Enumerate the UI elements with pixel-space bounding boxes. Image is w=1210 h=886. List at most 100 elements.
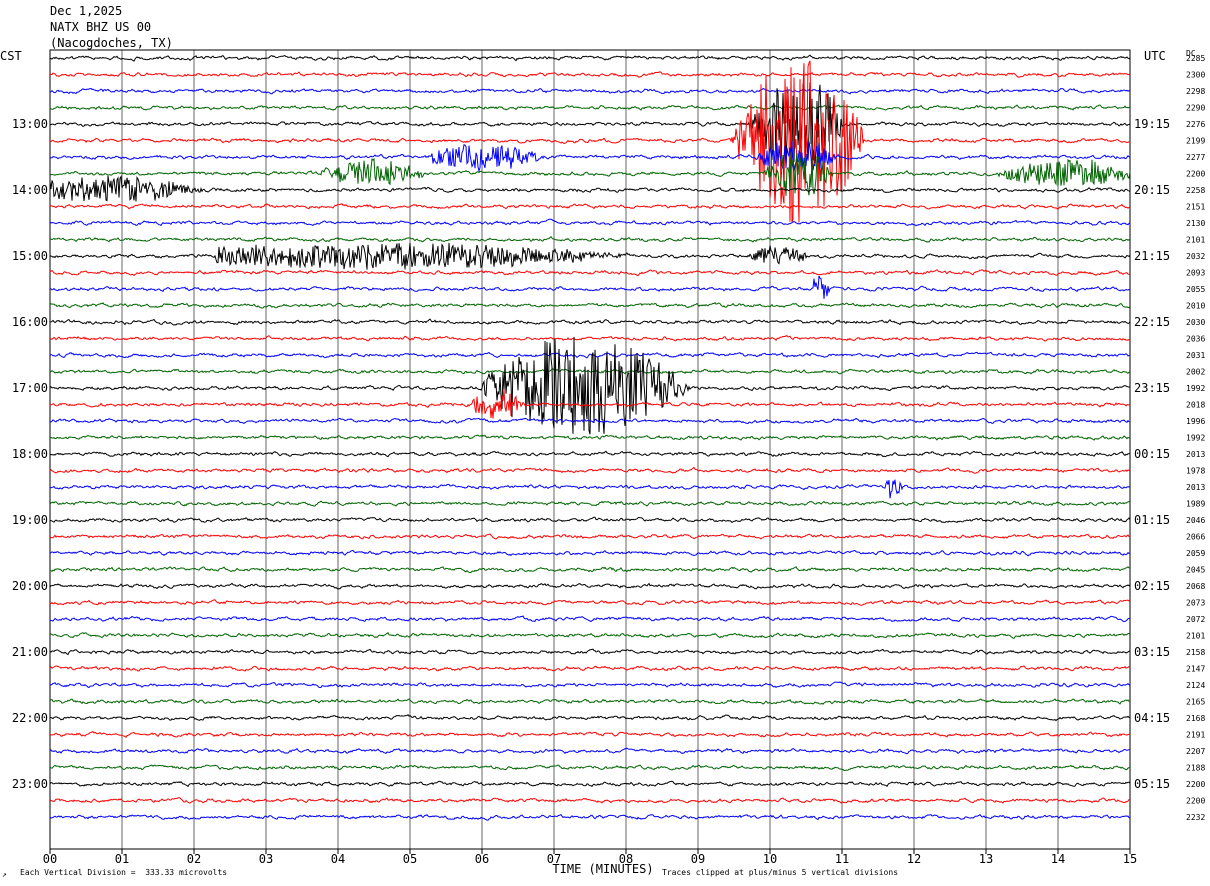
seismic-trace bbox=[49, 533, 1131, 540]
seismic-trace bbox=[49, 301, 1131, 309]
utc-time-label: 22:15 bbox=[1134, 315, 1170, 329]
dc-offset-label: 2055 bbox=[1186, 285, 1205, 294]
dc-offset-label: 2276 bbox=[1186, 120, 1205, 129]
dc-offset-label: 2072 bbox=[1186, 615, 1205, 624]
seismic-trace bbox=[49, 764, 1131, 772]
seismic-trace bbox=[49, 417, 1131, 425]
dc-offset-label: 2200 bbox=[1186, 170, 1205, 179]
dc-offset-label: 2165 bbox=[1186, 698, 1205, 707]
seismic-trace bbox=[49, 665, 1131, 672]
utc-time-label: 21:15 bbox=[1134, 249, 1170, 263]
dc-offset-label: 2066 bbox=[1186, 533, 1205, 542]
x-tick-label: 05 bbox=[403, 852, 417, 866]
x-tick-label: 04 bbox=[331, 852, 345, 866]
dc-offset-label: 2018 bbox=[1186, 401, 1205, 410]
dc-offset-label: 2031 bbox=[1186, 351, 1205, 360]
dc-offset-label: 2013 bbox=[1186, 450, 1205, 459]
seismic-trace bbox=[49, 336, 1131, 435]
dc-offset-label: 2013 bbox=[1186, 483, 1205, 492]
seismic-trace bbox=[49, 698, 1131, 705]
seismic-trace bbox=[49, 104, 1131, 111]
seismic-trace bbox=[49, 175, 1131, 202]
x-tick-label: 00 bbox=[43, 852, 57, 866]
seismic-trace bbox=[49, 466, 1131, 474]
dc-offset-label: 2199 bbox=[1186, 137, 1205, 146]
dc-offset-label: 2258 bbox=[1186, 186, 1205, 195]
seismic-trace bbox=[49, 747, 1131, 755]
seismic-trace bbox=[49, 549, 1131, 557]
utc-time-label: 05:15 bbox=[1134, 777, 1170, 791]
dc-offset-label: 2232 bbox=[1186, 813, 1205, 822]
seismic-trace bbox=[50, 389, 1131, 419]
cst-time-label: 16:00 bbox=[12, 315, 48, 329]
seismic-trace bbox=[49, 731, 1131, 739]
cst-time-label: 19:00 bbox=[12, 513, 48, 527]
dc-offset-label: 2068 bbox=[1186, 582, 1205, 591]
dc-offset-label: 2285 bbox=[1186, 54, 1205, 63]
utc-time-label: 04:15 bbox=[1134, 711, 1170, 725]
dc-offset-label: 2207 bbox=[1186, 747, 1205, 756]
dc-offset-label: 2030 bbox=[1186, 318, 1205, 327]
utc-time-label: 00:15 bbox=[1134, 447, 1170, 461]
dc-offset-label: 2151 bbox=[1186, 203, 1205, 212]
cst-time-label: 17:00 bbox=[12, 381, 48, 395]
seismic-trace bbox=[49, 813, 1130, 821]
cst-axis-title: CST bbox=[0, 49, 22, 63]
dc-offset-label: 2200 bbox=[1186, 797, 1205, 806]
dc-offset-label: 2158 bbox=[1186, 648, 1205, 657]
scale-note-icon: ↗ bbox=[2, 870, 7, 879]
seismic-trace bbox=[49, 797, 1131, 804]
seismic-trace bbox=[50, 479, 1131, 499]
dc-column-title: DC bbox=[1186, 49, 1196, 58]
station-location: (Nacogdoches, TX) bbox=[50, 36, 173, 50]
x-tick-label: 11 bbox=[835, 852, 849, 866]
seismic-trace bbox=[49, 141, 1131, 173]
cst-time-label: 23:00 bbox=[12, 777, 48, 791]
dc-offset-label: 2277 bbox=[1186, 153, 1205, 162]
seismic-trace bbox=[49, 275, 1131, 299]
x-tick-label: 08 bbox=[619, 852, 633, 866]
x-tick-label: 12 bbox=[907, 852, 921, 866]
utc-time-label: 19:15 bbox=[1134, 117, 1170, 131]
seismic-trace bbox=[49, 235, 1131, 243]
dc-offset-label: 2010 bbox=[1186, 302, 1205, 311]
cst-time-label: 15:00 bbox=[12, 249, 48, 263]
x-tick-label: 09 bbox=[691, 852, 705, 866]
record-date: Dec 1,2025 bbox=[50, 4, 123, 18]
seismic-trace bbox=[50, 599, 1131, 606]
plot-frame bbox=[49, 49, 1131, 850]
x-tick-label: 02 bbox=[187, 852, 201, 866]
dc-offset-label: 2124 bbox=[1186, 681, 1205, 690]
dc-offset-label: 2168 bbox=[1186, 714, 1205, 723]
dc-offset-label: 1992 bbox=[1186, 384, 1205, 393]
x-tick-label: 13 bbox=[979, 852, 993, 866]
seismic-trace bbox=[49, 54, 1131, 62]
utc-time-label: 01:15 bbox=[1134, 513, 1170, 527]
seismic-trace bbox=[49, 203, 1131, 211]
seismic-trace bbox=[49, 615, 1131, 623]
dc-offset-label: 1978 bbox=[1186, 467, 1205, 476]
seismic-trace bbox=[49, 368, 1131, 375]
cst-time-label: 14:00 bbox=[12, 183, 48, 197]
dc-offset-label: 2188 bbox=[1186, 764, 1205, 773]
dc-offset-label: 2045 bbox=[1186, 566, 1205, 575]
seismic-trace bbox=[49, 269, 1131, 277]
x-tick-label: 14 bbox=[1051, 852, 1065, 866]
dc-offset-label: 2073 bbox=[1186, 599, 1205, 608]
seismic-trace bbox=[49, 631, 1131, 639]
cst-time-label: 13:00 bbox=[12, 117, 48, 131]
seismic-trace bbox=[50, 565, 1131, 574]
vertical-division-note: Each Vertical Division = 333.33 microvol… bbox=[20, 868, 228, 877]
x-tick-label: 03 bbox=[259, 852, 273, 866]
utc-time-label: 02:15 bbox=[1134, 579, 1170, 593]
dc-offset-label: 2298 bbox=[1186, 87, 1205, 96]
seismic-trace bbox=[50, 87, 1131, 95]
dc-offset-label: 2130 bbox=[1186, 219, 1205, 228]
x-tick-label: 01 bbox=[115, 852, 129, 866]
seismic-trace bbox=[49, 82, 1131, 167]
seismic-trace bbox=[49, 582, 1131, 590]
dc-offset-label: 2290 bbox=[1186, 104, 1205, 113]
seismic-trace bbox=[49, 681, 1131, 689]
dc-offset-label: 2046 bbox=[1186, 516, 1205, 525]
